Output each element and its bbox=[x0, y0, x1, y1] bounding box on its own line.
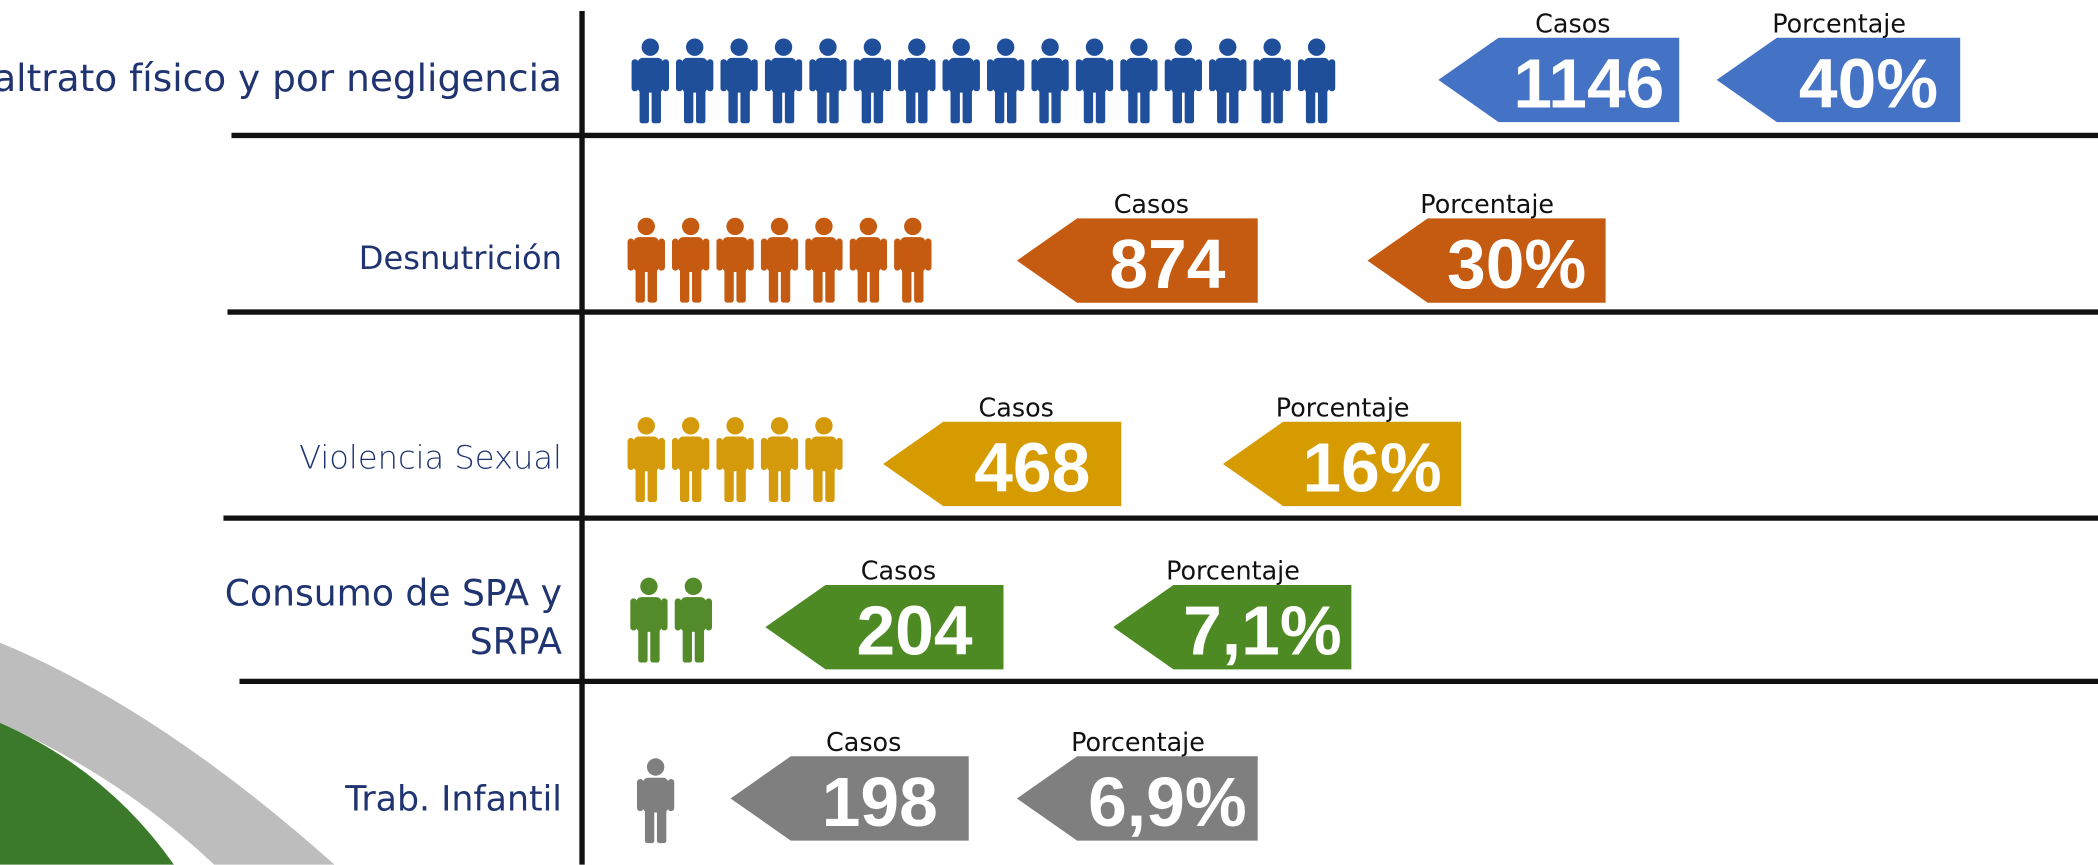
person-icon bbox=[716, 417, 754, 503]
cases-caption: Casos bbox=[1114, 189, 1189, 219]
row-label: Maltrato físico y por negligencia bbox=[0, 56, 562, 100]
percent-value: 6,9% bbox=[1088, 763, 1247, 841]
person-icon bbox=[805, 217, 843, 303]
row-label: Consumo de SPA y bbox=[225, 571, 562, 614]
person-icon bbox=[942, 38, 980, 124]
cases-caption: Casos bbox=[1535, 8, 1610, 38]
percent-caption: Porcentaje bbox=[1420, 189, 1554, 219]
percent-arrow bbox=[1716, 37, 1961, 123]
cases-caption: Casos bbox=[861, 556, 936, 586]
person-icon bbox=[805, 417, 843, 503]
percent-arrow bbox=[1016, 756, 1258, 841]
person-icon bbox=[760, 417, 799, 503]
percent-value: 7,1% bbox=[1183, 592, 1342, 670]
row-label: SRPA bbox=[470, 620, 562, 663]
cases-caption: Casos bbox=[979, 392, 1054, 422]
person-icon bbox=[636, 758, 675, 844]
cases-value: 874 bbox=[1109, 225, 1225, 303]
cases-arrow bbox=[765, 585, 1004, 670]
person-icon bbox=[986, 38, 1025, 124]
person-icon bbox=[627, 217, 665, 303]
row-label: Trab. Infantil bbox=[344, 779, 562, 819]
cases-value: 198 bbox=[822, 763, 938, 841]
person-icon bbox=[671, 217, 710, 303]
person-icon bbox=[675, 38, 714, 124]
percent-value: 30% bbox=[1447, 225, 1586, 303]
cases-value: 1146 bbox=[1513, 44, 1664, 122]
person-icon bbox=[1297, 38, 1336, 124]
person-icon bbox=[1120, 38, 1158, 124]
person-icon bbox=[853, 38, 892, 124]
cases-value: 204 bbox=[856, 592, 972, 670]
percent-value: 40% bbox=[1799, 44, 1938, 122]
person-icon bbox=[1164, 38, 1203, 124]
row-label: Desnutrición bbox=[359, 239, 562, 277]
person-icon bbox=[849, 217, 888, 303]
percent-arrow bbox=[1113, 585, 1352, 670]
person-icon bbox=[1031, 38, 1069, 124]
cases-value: 468 bbox=[974, 428, 1090, 506]
row-label: Violencia Sexual bbox=[299, 438, 562, 476]
person-icon bbox=[716, 217, 754, 303]
cases-arrow bbox=[730, 756, 969, 841]
percent-caption: Porcentaje bbox=[1166, 556, 1300, 586]
percent-caption: Porcentaje bbox=[1276, 392, 1410, 422]
cases-arrow bbox=[1438, 37, 1680, 123]
person-icon bbox=[671, 417, 710, 503]
percent-value: 16% bbox=[1303, 428, 1442, 506]
grid-lines bbox=[223, 11, 2098, 865]
person-icon bbox=[1075, 38, 1114, 124]
person-icon bbox=[674, 577, 713, 663]
percent-arrow bbox=[1367, 218, 1606, 303]
person-icon bbox=[627, 417, 665, 503]
person-icon bbox=[631, 38, 670, 124]
person-icon bbox=[898, 38, 936, 124]
percent-arrow bbox=[1222, 421, 1462, 507]
person-icon bbox=[764, 38, 803, 124]
person-icon bbox=[630, 577, 668, 663]
percent-caption: Porcentaje bbox=[1071, 727, 1205, 757]
cases-arrow bbox=[1016, 218, 1258, 303]
person-icon bbox=[1209, 38, 1247, 124]
cases-arrow bbox=[883, 421, 1122, 507]
person-icon bbox=[760, 217, 799, 303]
person-icon bbox=[1253, 38, 1291, 124]
person-icon bbox=[809, 38, 847, 124]
cases-caption: Casos bbox=[826, 727, 901, 757]
decoration bbox=[0, 642, 335, 865]
percent-caption: Porcentaje bbox=[1772, 8, 1906, 38]
person-icon bbox=[720, 38, 758, 124]
person-icon bbox=[894, 217, 932, 303]
